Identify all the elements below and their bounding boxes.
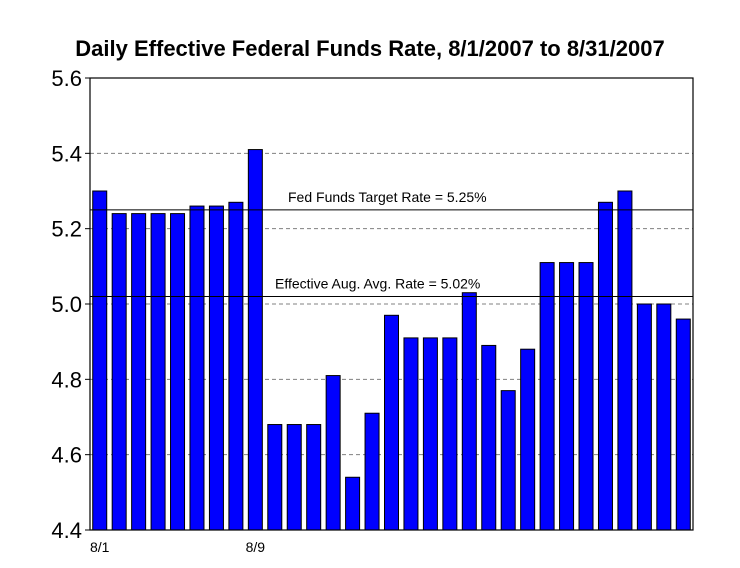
bar — [92, 190, 108, 531]
bar — [500, 390, 516, 531]
bar — [267, 424, 283, 531]
bar — [403, 337, 419, 531]
y-tick-label: 5.4 — [51, 141, 82, 166]
bar — [461, 292, 477, 531]
bar — [383, 314, 400, 531]
bar — [422, 337, 438, 531]
bar — [617, 190, 633, 531]
bar — [597, 201, 613, 531]
bar — [675, 318, 691, 531]
x-tick-label: 8/9 — [246, 539, 266, 555]
x-tick-label: 8/1 — [90, 539, 110, 555]
bar — [578, 262, 594, 531]
bar — [656, 303, 672, 531]
bar — [286, 424, 302, 531]
bar — [520, 348, 536, 531]
y-tick-label: 5.6 — [51, 66, 82, 91]
bar — [228, 201, 244, 531]
bar — [364, 412, 380, 531]
bar — [442, 337, 458, 531]
bar — [131, 213, 147, 531]
bar — [150, 213, 166, 531]
bar — [539, 262, 555, 531]
y-tick-label: 4.6 — [51, 443, 82, 468]
bar — [247, 149, 263, 531]
bar — [208, 205, 224, 531]
bar — [189, 205, 205, 531]
bar — [559, 262, 575, 531]
bar — [170, 213, 186, 531]
bar — [345, 476, 361, 531]
y-tick-label: 5.2 — [51, 217, 82, 242]
chart-title: Daily Effective Federal Funds Rate, 8/1/… — [75, 36, 665, 61]
bar — [481, 344, 497, 531]
bar — [325, 375, 341, 531]
reference-line-label: Fed Funds Target Rate = 5.25% — [288, 189, 487, 205]
y-tick-label: 4.8 — [51, 367, 82, 392]
y-tick-label: 4.4 — [51, 518, 82, 543]
bar — [636, 303, 652, 531]
bar — [306, 424, 322, 531]
y-tick-label: 5.0 — [51, 292, 82, 317]
bar — [111, 213, 127, 531]
reference-line-label: Effective Aug. Avg. Rate = 5.02% — [275, 275, 480, 291]
